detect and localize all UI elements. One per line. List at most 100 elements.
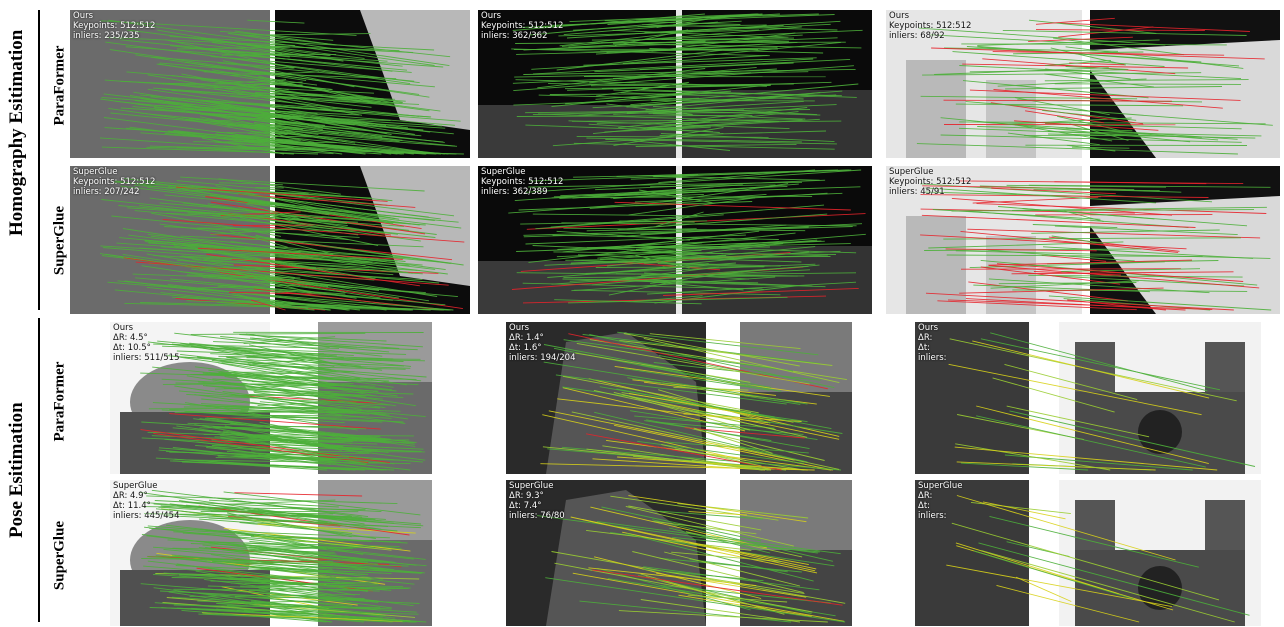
match-line bbox=[996, 263, 1244, 282]
match-line bbox=[161, 508, 370, 536]
match-line bbox=[165, 212, 358, 223]
homography-section-label: Homography Esitimation bbox=[6, 29, 27, 236]
match-line bbox=[601, 506, 762, 542]
match-line bbox=[120, 39, 290, 58]
match-line bbox=[162, 218, 465, 243]
match-line bbox=[960, 230, 1179, 253]
match-line bbox=[218, 178, 341, 195]
match-line bbox=[531, 55, 768, 70]
match-line bbox=[191, 268, 381, 299]
match-line bbox=[552, 234, 779, 240]
match-line bbox=[216, 301, 315, 311]
match-line bbox=[551, 265, 809, 285]
match-line bbox=[152, 402, 370, 415]
match-line bbox=[969, 89, 1241, 101]
match-line bbox=[253, 110, 392, 136]
match-line bbox=[227, 123, 288, 127]
match-line bbox=[150, 56, 294, 69]
match-line bbox=[221, 361, 427, 378]
match-line bbox=[649, 333, 801, 350]
match-line bbox=[199, 418, 391, 440]
match-line bbox=[639, 189, 713, 204]
match-line bbox=[589, 339, 847, 381]
match-line bbox=[1051, 235, 1104, 244]
match-line bbox=[171, 74, 289, 91]
match-line bbox=[238, 103, 461, 122]
match-line bbox=[575, 352, 751, 383]
match-line bbox=[636, 245, 857, 254]
homography-panel-6: SuperGlue Keypoints: 512:512 inliers: 45… bbox=[886, 166, 1280, 314]
match-line bbox=[115, 180, 295, 206]
match-line bbox=[626, 533, 814, 582]
match-line bbox=[175, 297, 326, 311]
match-line bbox=[940, 117, 1191, 143]
match-line bbox=[253, 122, 403, 141]
match-line bbox=[603, 279, 826, 288]
match-line bbox=[552, 132, 724, 147]
match-line bbox=[520, 220, 708, 225]
match-line bbox=[222, 60, 355, 88]
match-visualization bbox=[110, 322, 432, 474]
match-line bbox=[1054, 83, 1242, 85]
match-line bbox=[249, 540, 414, 560]
match-line bbox=[512, 13, 705, 31]
match-line bbox=[194, 366, 328, 383]
match-line bbox=[595, 91, 700, 100]
match-line bbox=[955, 443, 1111, 471]
homography-panel-2: Ours Keypoints: 512:512 inliers: 362/362 bbox=[478, 10, 872, 158]
match-line bbox=[197, 600, 392, 610]
match-line bbox=[189, 593, 360, 597]
match-line bbox=[610, 495, 779, 521]
match-line bbox=[628, 197, 756, 216]
match-line bbox=[1061, 268, 1201, 272]
match-line bbox=[249, 337, 357, 348]
match-line bbox=[184, 410, 383, 423]
match-line bbox=[555, 374, 787, 405]
match-line bbox=[959, 287, 1164, 294]
match-line bbox=[616, 388, 832, 430]
match-line bbox=[592, 94, 837, 109]
match-line bbox=[154, 602, 427, 623]
match-line bbox=[1013, 120, 1159, 131]
match-line bbox=[514, 184, 743, 202]
match-visualization bbox=[70, 10, 470, 158]
match-line bbox=[689, 559, 788, 573]
match-line bbox=[179, 50, 411, 85]
match-line bbox=[175, 558, 415, 585]
match-line bbox=[563, 339, 794, 372]
match-line bbox=[582, 518, 817, 570]
match-line bbox=[643, 337, 840, 384]
pose-panel-2: Ours ΔR: 1.4° Δt: 1.6° inliers: 194/204 bbox=[506, 322, 852, 474]
match-line bbox=[625, 505, 794, 547]
homography-divider bbox=[38, 10, 40, 310]
match-line bbox=[549, 93, 763, 95]
match-line bbox=[1004, 363, 1138, 401]
match-line bbox=[247, 119, 422, 137]
match-line bbox=[632, 551, 804, 594]
match-line bbox=[1054, 181, 1207, 185]
match-line bbox=[589, 334, 835, 389]
match-line bbox=[643, 29, 863, 40]
match-line bbox=[642, 233, 866, 254]
match-line bbox=[951, 209, 1255, 212]
match-line bbox=[656, 110, 821, 116]
match-line bbox=[525, 234, 746, 245]
match-line bbox=[208, 372, 419, 386]
match-line bbox=[557, 238, 757, 250]
match-line bbox=[202, 372, 379, 393]
match-line bbox=[1048, 295, 1272, 311]
match-line bbox=[137, 103, 360, 116]
match-line bbox=[189, 342, 337, 357]
panel-caption: SuperGlue ΔR: 9.3° Δt: 7.4° inliers: 76/… bbox=[509, 481, 565, 521]
match-line bbox=[1065, 66, 1129, 70]
match-line bbox=[916, 143, 1238, 155]
match-line bbox=[955, 250, 1271, 259]
match-line bbox=[972, 196, 1099, 204]
panel-caption: Ours Keypoints: 512:512 inliers: 235/235 bbox=[73, 11, 156, 41]
match-line bbox=[201, 245, 373, 263]
match-line bbox=[163, 513, 328, 524]
match-line bbox=[248, 587, 409, 591]
match-line bbox=[164, 438, 335, 455]
match-line bbox=[548, 83, 726, 86]
match-line bbox=[1044, 79, 1249, 82]
